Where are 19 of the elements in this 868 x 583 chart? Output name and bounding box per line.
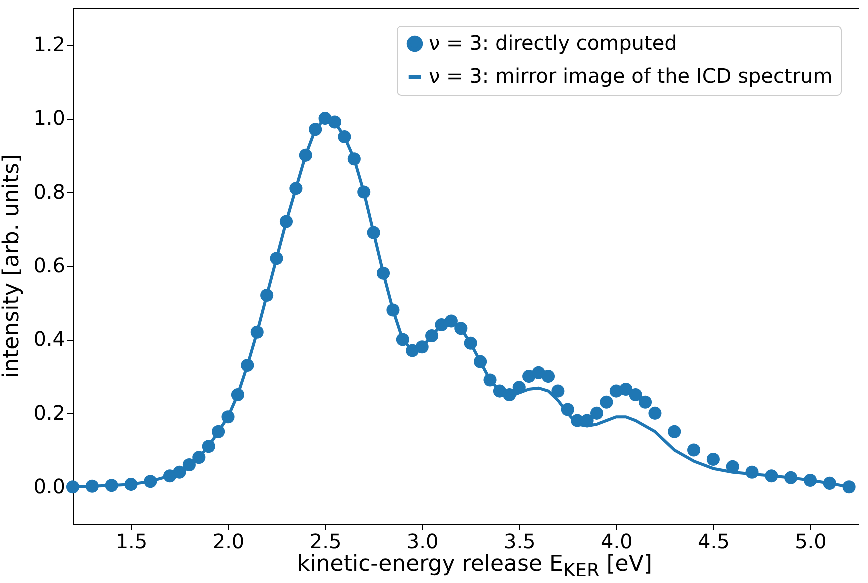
y-tick-label: 0.2 — [34, 400, 66, 425]
y-tick-label: 1.2 — [34, 32, 66, 56]
x-axis-title: kinetic-energy release E$_{KER}$ [eV] — [296, 552, 654, 582]
x-tick-label: 3.0 — [406, 530, 439, 554]
x-tick-label: 4.0 — [601, 530, 633, 554]
y-tick-label: 1.0 — [34, 106, 66, 130]
y-tick-label: 0.4 — [34, 327, 66, 352]
y-tick-label: 0.0 — [34, 474, 66, 499]
legend-label: ν = 3: mirror image of the ICD spectrum — [429, 64, 833, 88]
x-tick-label: 2.0 — [212, 530, 245, 554]
y-axis-title: intensity [arb. units] — [0, 154, 25, 379]
x-tick-label: 2.5 — [310, 530, 342, 554]
x-tick-label: 5.0 — [795, 530, 827, 554]
y-tick-label: 0.6 — [34, 254, 66, 278]
x-tick-label: 3.5 — [504, 530, 536, 554]
x-tick-label: 4.5 — [698, 530, 730, 554]
x-tick-label: 1.5 — [116, 530, 148, 554]
legend-label: ν = 3: directly computed — [429, 31, 678, 55]
y-tick-label: 0.8 — [34, 180, 66, 204]
